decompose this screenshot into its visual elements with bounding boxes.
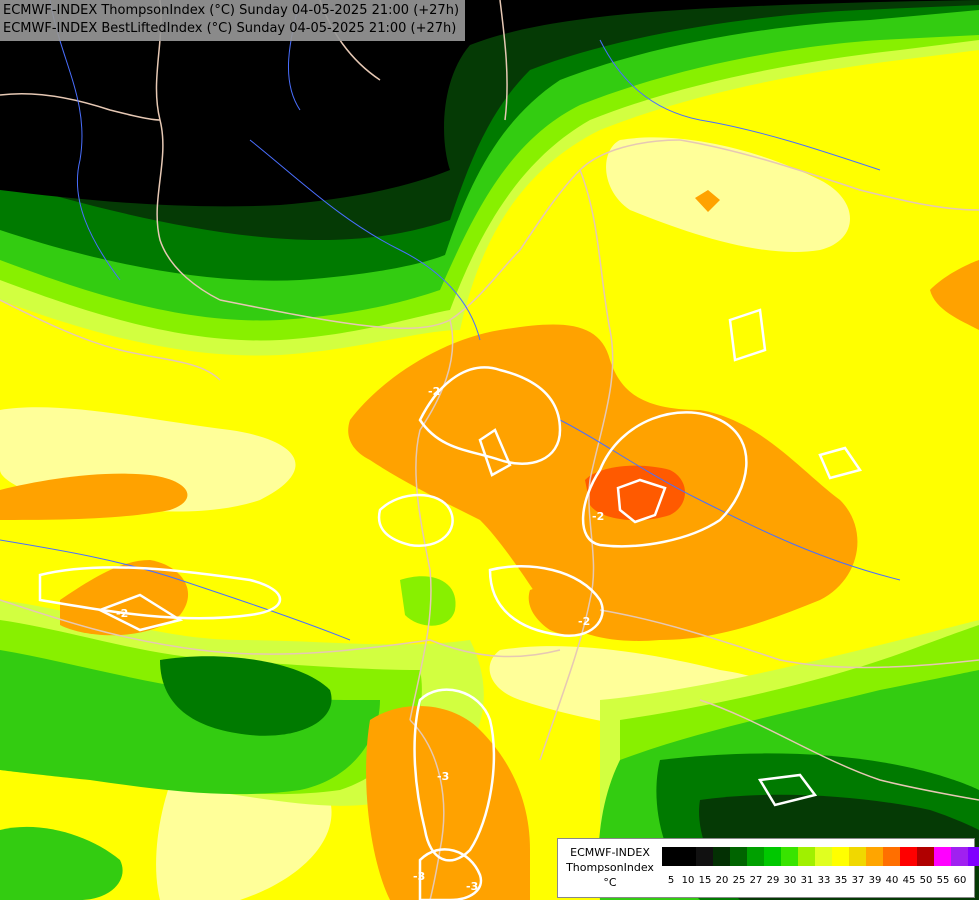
field-black bbox=[0, 0, 979, 207]
legend-swatch bbox=[849, 847, 866, 866]
field-red-orange bbox=[585, 465, 685, 521]
legend-title-parameter: ThompsonIndex bbox=[566, 861, 654, 874]
field-orange bbox=[930, 260, 979, 330]
legend-tick: 29 bbox=[766, 875, 780, 886]
legend-swatch bbox=[883, 847, 900, 866]
field-orange bbox=[366, 706, 530, 900]
legend-tick: 25 bbox=[732, 875, 746, 886]
legend-tick: 55 bbox=[936, 875, 950, 886]
field-bright-green bbox=[0, 650, 380, 795]
legend-title: ECMWF-INDEX ThompsonIndex °C bbox=[562, 845, 658, 890]
legend-swatch bbox=[747, 847, 764, 866]
contour-label: -3 bbox=[413, 870, 425, 883]
legend-swatch bbox=[713, 847, 730, 866]
legend-tick: 35 bbox=[834, 875, 848, 886]
legend-swatch bbox=[679, 847, 696, 866]
legend-swatch bbox=[951, 847, 968, 866]
header-line-lifted: ECMWF-INDEX BestLiftedIndex (°C) Sunday … bbox=[3, 21, 457, 36]
legend-tick: 15 bbox=[698, 875, 712, 886]
field-pale-yellow bbox=[606, 137, 850, 252]
legend-swatch bbox=[730, 847, 747, 866]
legend-swatch bbox=[917, 847, 934, 866]
legend-tick: 40 bbox=[885, 875, 899, 886]
contour-label: -2 bbox=[116, 607, 128, 620]
color-legend: ECMWF-INDEX ThompsonIndex °C 5 10 15 20 25 27… bbox=[557, 838, 979, 898]
header-line-thompson: ECMWF-INDEX ThompsonIndex (°C) Sunday 04… bbox=[3, 3, 460, 18]
legend-tick: 60 bbox=[953, 875, 967, 886]
legend-tick: 30 bbox=[783, 875, 797, 886]
legend-tick: 10 bbox=[681, 875, 695, 886]
legend-tick: 27 bbox=[749, 875, 763, 886]
contours-lifted-index bbox=[38, 308, 863, 900]
legend-unit: °C bbox=[603, 876, 617, 889]
field-orange bbox=[0, 473, 188, 520]
legend-swatch bbox=[662, 847, 679, 866]
contour-label: -3 bbox=[437, 770, 449, 783]
legend-tick: 37 bbox=[851, 875, 865, 886]
map-header: ECMWF-INDEX ThompsonIndex (°C) Sunday 04… bbox=[0, 0, 466, 41]
legend-tick: 31 bbox=[800, 875, 814, 886]
legend-swatch bbox=[934, 847, 951, 866]
field-bright-green bbox=[0, 826, 123, 900]
legend-tick: 33 bbox=[817, 875, 831, 886]
legend-swatch bbox=[781, 847, 798, 866]
legend-swatch bbox=[764, 847, 781, 866]
legend-tick: 45 bbox=[902, 875, 916, 886]
legend-tick: 5 bbox=[667, 875, 675, 886]
contour-label: -3 bbox=[466, 880, 478, 893]
legend-swatch bbox=[968, 847, 979, 866]
legend-title-model: ECMWF-INDEX bbox=[570, 846, 650, 859]
legend-tick: 20 bbox=[715, 875, 729, 886]
legend-swatch bbox=[900, 847, 917, 866]
contour-label: -2 bbox=[428, 385, 440, 398]
contour-labels: -2 -2 -2 -2 -3 -3 -3 bbox=[116, 385, 604, 893]
legend-swatch bbox=[832, 847, 849, 866]
legend-swatch bbox=[798, 847, 815, 866]
legend-tick: 39 bbox=[868, 875, 882, 886]
legend-swatch bbox=[866, 847, 883, 866]
field-light-green bbox=[400, 576, 456, 626]
legend-swatch bbox=[696, 847, 713, 866]
legend-swatches bbox=[662, 847, 979, 866]
field-green bbox=[160, 656, 332, 736]
field-orange bbox=[695, 190, 720, 212]
field-orange bbox=[528, 586, 595, 635]
legend-swatch bbox=[815, 847, 832, 866]
legend-tick: 50 bbox=[919, 875, 933, 886]
rivers bbox=[0, 0, 901, 641]
contour-label: -2 bbox=[592, 510, 604, 523]
contour-label: -2 bbox=[578, 615, 590, 628]
